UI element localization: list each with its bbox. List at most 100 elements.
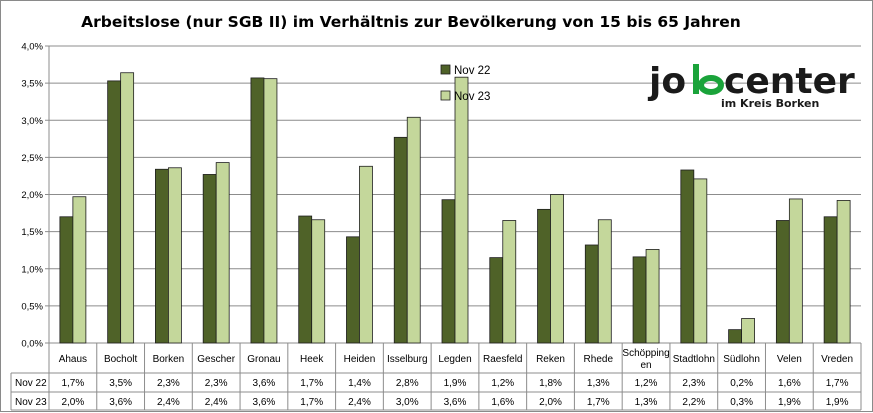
bar-nov22: [775, 220, 790, 344]
category-label: Stadtlohn: [673, 354, 715, 365]
data-label: 1,6%: [491, 397, 514, 408]
bar-nov22: [584, 244, 599, 344]
data-label: 1,3%: [635, 397, 658, 408]
data-label: 3,5%: [109, 378, 132, 389]
bar-nov23: [645, 249, 660, 344]
category-label: Schöpping: [622, 348, 669, 359]
bar-nov22: [346, 236, 360, 344]
category-label: Legden: [438, 354, 471, 365]
bar-nov22: [441, 199, 456, 344]
data-label: 1,7%: [61, 378, 84, 389]
data-label: 2,4%: [348, 397, 371, 408]
data-label: 1,7%: [826, 378, 849, 389]
data-label: 3,0%: [396, 397, 419, 408]
bar-nov23: [72, 196, 87, 344]
data-label: 1,9%: [826, 397, 849, 408]
bar-nov22: [202, 174, 217, 344]
category-label: Rhede: [584, 354, 614, 365]
data-label: 1,7%: [300, 378, 323, 389]
data-label: 2,8%: [396, 378, 419, 389]
table-series-name: Nov 23: [15, 397, 47, 408]
legend-label: Nov 22: [454, 65, 490, 77]
category-label: Heiden: [344, 354, 376, 365]
y-tick-label: 0,5%: [21, 301, 43, 312]
data-label: 2,3%: [157, 378, 180, 389]
legend-swatch: [440, 64, 451, 75]
data-label: 1,7%: [587, 397, 610, 408]
data-label: 1,2%: [491, 378, 514, 389]
bar-nov22: [298, 215, 313, 344]
category-label: Vreden: [821, 354, 853, 365]
data-label: 0,3%: [730, 397, 753, 408]
data-label: 1,6%: [778, 378, 801, 389]
category-label: Ahaus: [59, 354, 87, 365]
category-label: en: [640, 360, 651, 371]
data-label: 2,0%: [539, 397, 562, 408]
chart-title: Arbeitslose (nur SGB II) im Verhältnis z…: [81, 13, 741, 31]
jobcenter-logo: jo center im Kreis Borken: [647, 61, 855, 110]
category-label: Reken: [536, 354, 565, 365]
data-label: 1,3%: [587, 378, 610, 389]
data-label: 3,6%: [253, 397, 276, 408]
bar-nov22: [632, 256, 647, 344]
y-tick-label: 2,5%: [21, 153, 43, 164]
bar-nov22: [489, 257, 504, 344]
logo-text-jo: jo: [647, 61, 686, 102]
bar-nov22: [107, 80, 122, 344]
bar-nov22: [680, 169, 695, 344]
bar-nov22: [250, 77, 265, 344]
data-label: 2,3%: [205, 378, 228, 389]
bar-nov22: [393, 136, 408, 344]
y-tick-label: 3,0%: [21, 116, 43, 127]
y-tick-label: 3,5%: [21, 79, 43, 90]
bar-nov23: [693, 178, 708, 344]
data-label: 0,2%: [730, 378, 753, 389]
bar-nov23: [406, 116, 421, 344]
table-series-name: Nov 22: [15, 378, 47, 389]
data-table: Nov 22 Nov 23 Ahaus 1,7% 2,0% Bocholt 3,5% 3,6%…: [10, 343, 862, 411]
data-label: 3,6%: [444, 397, 467, 408]
data-label: 1,8%: [539, 378, 562, 389]
data-label: 2,4%: [205, 397, 228, 408]
data-label: 2,0%: [61, 397, 84, 408]
data-label: 3,6%: [253, 378, 276, 389]
bar-nov23: [597, 219, 612, 344]
logo-subtext: im Kreis Borken: [721, 97, 819, 110]
bar-nov23: [359, 165, 373, 344]
bar-nov23: [168, 167, 182, 344]
y-tick-label: 2,0%: [21, 190, 43, 201]
bar-nov22: [537, 208, 551, 344]
bar-nov23: [788, 198, 803, 344]
data-label: 1,4%: [348, 378, 371, 389]
category-label: Isselburg: [387, 354, 428, 365]
logo-text-center: center: [724, 61, 855, 102]
bar-nov22: [59, 216, 74, 344]
category-label: Gronau: [247, 354, 280, 365]
bar-nov23: [454, 76, 469, 344]
bar-nov23: [263, 78, 278, 344]
legend-swatch: [440, 90, 451, 101]
bar-nov23: [215, 162, 230, 344]
bar-nov23: [741, 318, 755, 344]
category-label: Heek: [300, 354, 324, 365]
y-tick-label: 4,0%: [21, 42, 43, 53]
bar-nov23: [836, 200, 851, 344]
bar-nov23: [502, 220, 517, 344]
bar-nov23: [311, 219, 326, 344]
category-label: Raesfeld: [483, 354, 522, 365]
bar-nov23: [550, 194, 564, 344]
bar-nov22: [155, 168, 169, 344]
data-label: 1,9%: [778, 397, 801, 408]
legend: Nov 22 Nov 23: [440, 64, 490, 103]
category-label: Velen: [777, 354, 802, 365]
bar-nov22: [823, 216, 838, 344]
category-label: Borken: [153, 354, 185, 365]
category-label: Südlohn: [723, 354, 760, 365]
legend-label: Nov 23: [454, 91, 490, 103]
bars: [59, 72, 851, 344]
bar-nov22: [728, 329, 742, 344]
category-label: Bocholt: [104, 354, 138, 365]
data-label: 1,7%: [300, 397, 323, 408]
